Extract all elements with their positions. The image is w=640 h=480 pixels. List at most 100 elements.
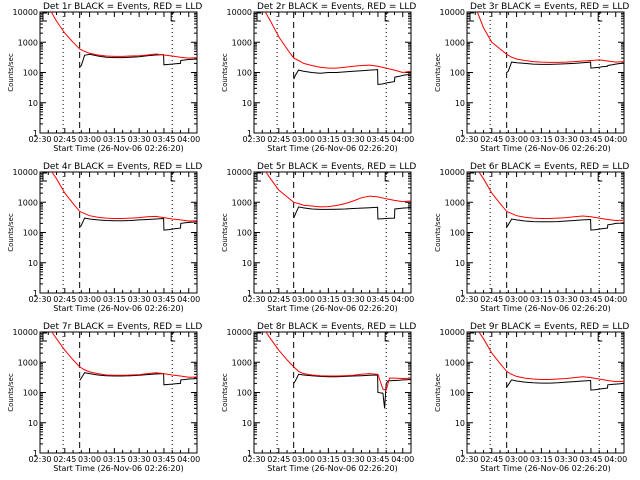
- lld-series-line: [265, 332, 411, 391]
- chart-panel-2: Det 2r BLACK = Events, RED = LLD 02:30 02:…: [221, 2, 416, 153]
- y-axis-label: Counts/sec: [221, 373, 229, 412]
- y-tick-label: 1000: [232, 38, 252, 47]
- lld-series-line: [476, 12, 624, 63]
- x-tick-label: 04:00: [604, 455, 627, 464]
- y-tick-label: 10000: [227, 328, 252, 337]
- y-tick-label: 10000: [13, 8, 38, 17]
- y-axis-label: Counts/sec: [7, 213, 15, 252]
- y-tick-label: 1000: [232, 358, 252, 367]
- y-tick-label: 10: [242, 259, 252, 268]
- x-tick-label: 02:45: [267, 455, 290, 464]
- bracket-mark-right: [597, 332, 603, 342]
- x-tick-label: 04:00: [604, 295, 627, 304]
- chart-panel-3: Det 3r BLACK = Events, RED = LLD 02:30 02:…: [434, 2, 629, 153]
- y-tick-label: 100: [237, 389, 252, 398]
- events-series-line: [293, 69, 411, 86]
- y-axis-label: Counts/sec: [221, 53, 229, 92]
- x-tick-label: 03:30: [342, 295, 365, 304]
- x-tick-label: 03:45: [579, 135, 602, 144]
- y-axis-label: Counts/sec: [434, 53, 442, 92]
- chart-title: Det 9r BLACK = Events, RED = LLD: [470, 322, 629, 332]
- y-tick-label: 10000: [13, 328, 38, 337]
- events-series-line: [79, 217, 197, 231]
- y-axis-label: Counts/sec: [7, 53, 15, 92]
- x-tick-label: 02:45: [267, 135, 290, 144]
- x-tick-label: 03:45: [152, 455, 175, 464]
- x-tick-label: 02:30: [242, 135, 265, 144]
- chart-title: Det 8r BLACK = Events, RED = LLD: [257, 322, 416, 332]
- x-tick-label: 03:00: [505, 455, 528, 464]
- bracket-mark-right: [384, 332, 390, 342]
- x-tick-label: 03:45: [366, 455, 389, 464]
- x-tick-label: 03:30: [128, 455, 151, 464]
- y-tick-label: 1: [460, 449, 465, 458]
- x-tick-label: 04:00: [177, 135, 200, 144]
- chart-title: Det 3r BLACK = Events, RED = LLD: [470, 2, 629, 12]
- y-tick-label: 10: [242, 99, 252, 108]
- y-tick-label: 10: [455, 99, 465, 108]
- x-tick-label: 03:30: [342, 455, 365, 464]
- x-tick-label: 03:00: [292, 135, 315, 144]
- chart-panel-9: Det 9r BLACK = Events, RED = LLD 02:30 02:…: [434, 322, 629, 473]
- x-tick-label: 03:00: [505, 295, 528, 304]
- y-axis-label: Counts/sec: [434, 373, 442, 412]
- chart-panel-6: Det 6r BLACK = Events, RED = LLD 02:30 02:…: [434, 162, 629, 313]
- x-tick-label: 03:15: [530, 295, 553, 304]
- y-axis-label: Counts/sec: [7, 373, 15, 412]
- x-tick-label: 03:15: [103, 295, 126, 304]
- lld-series-line: [478, 332, 624, 383]
- y-tick-label: 1: [33, 289, 38, 298]
- y-tick-label: 100: [23, 69, 38, 78]
- y-tick-label: 100: [450, 389, 465, 398]
- chart-title: Det 4r BLACK = Events, RED = LLD: [43, 162, 202, 172]
- x-axis-label: Start Time (26-Nov-06 02:26:20): [480, 304, 610, 313]
- events-series-line: [506, 218, 624, 231]
- events-series-line: [79, 372, 197, 386]
- x-tick-label: 03:45: [579, 295, 602, 304]
- lld-series-line: [51, 172, 197, 222]
- x-axis-label: Start Time (26-Nov-06 02:26:20): [267, 304, 397, 313]
- chart-panel-5: Det 5r BLACK = Events, RED = LLD 02:30 02:…: [221, 162, 416, 313]
- x-tick-label: 02:45: [53, 295, 76, 304]
- x-axis-label: Start Time (26-Nov-06 02:26:20): [267, 144, 397, 153]
- y-tick-label: 100: [450, 229, 465, 238]
- y-tick-label: 10: [455, 419, 465, 428]
- x-tick-label: 03:45: [366, 135, 389, 144]
- x-tick-label: 03:00: [78, 295, 101, 304]
- y-axis-label: Counts/sec: [434, 213, 442, 252]
- x-tick-label: 04:00: [391, 135, 414, 144]
- y-tick-label: 10: [28, 99, 38, 108]
- y-tick-label: 1: [247, 289, 252, 298]
- y-tick-label: 1: [33, 129, 38, 138]
- y-tick-label: 1000: [445, 38, 465, 47]
- x-tick-label: 03:30: [128, 135, 151, 144]
- x-axis-label: Start Time (26-Nov-06 02:26:20): [267, 464, 397, 473]
- y-tick-label: 100: [237, 69, 252, 78]
- chart-panel-4: Det 4r BLACK = Events, RED = LLD 02:30 02:…: [7, 162, 202, 313]
- x-tick-label: 03:00: [292, 295, 315, 304]
- y-tick-label: 10: [455, 259, 465, 268]
- y-tick-label: 10000: [227, 8, 252, 17]
- x-tick-label: 03:15: [103, 135, 126, 144]
- x-tick-label: 02:30: [242, 455, 265, 464]
- y-tick-label: 10000: [440, 328, 465, 337]
- x-tick-label: 04:00: [391, 455, 414, 464]
- bracket-mark-right: [384, 12, 390, 22]
- bracket-mark-left: [256, 332, 261, 342]
- events-series-line: [79, 53, 197, 68]
- bracket-mark-left: [42, 172, 47, 182]
- x-tick-label: 02:45: [53, 135, 76, 144]
- y-tick-label: 10000: [440, 168, 465, 177]
- x-tick-label: 02:30: [28, 295, 51, 304]
- y-tick-label: 1000: [232, 198, 252, 207]
- x-tick-label: 03:30: [555, 135, 578, 144]
- y-tick-label: 1000: [18, 358, 38, 367]
- bracket-mark-left: [469, 172, 474, 182]
- y-tick-label: 10: [242, 419, 252, 428]
- x-tick-label: 04:00: [391, 295, 414, 304]
- x-tick-label: 04:00: [177, 455, 200, 464]
- chart-title: Det 6r BLACK = Events, RED = LLD: [470, 162, 629, 172]
- x-tick-label: 02:45: [480, 455, 503, 464]
